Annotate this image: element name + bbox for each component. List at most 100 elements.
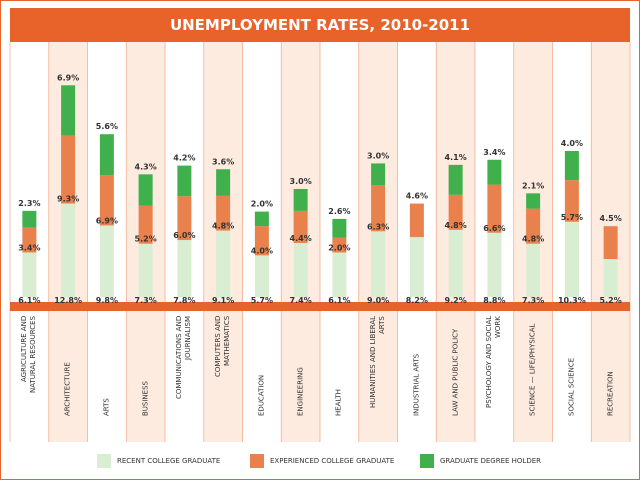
value-label: 4.4% [290, 234, 312, 243]
category-label: Science — Life/Physical [528, 323, 537, 416]
value-label: 9.0% [367, 296, 389, 305]
value-label: 6.1% [18, 296, 40, 305]
bar-segment [293, 188, 308, 211]
bar-segment [526, 243, 541, 297]
legend-label: Experienced College Graduate [270, 457, 395, 465]
bar-segment [177, 196, 192, 241]
value-label: 3.4% [483, 148, 505, 157]
value-label: 3.4% [18, 243, 40, 252]
value-label: 6.9% [96, 216, 118, 225]
value-label: 5.7% [251, 296, 273, 305]
bar-segment [526, 208, 541, 244]
value-label: 3.0% [290, 177, 312, 186]
bar-segment [61, 135, 76, 204]
category-label: Education [257, 374, 266, 416]
bar-segment [254, 211, 269, 227]
bar-segment [138, 174, 153, 206]
legend-swatch [250, 454, 264, 468]
value-label: 4.8% [212, 222, 234, 231]
bar-segment [61, 203, 76, 297]
value-label: 6.6% [483, 224, 505, 233]
legend-swatch [420, 454, 434, 468]
bar-segment [22, 210, 37, 228]
bar-segment [448, 229, 463, 297]
bar-segment [99, 225, 114, 297]
value-label: 7.3% [135, 296, 157, 305]
value-label: 3.0% [367, 151, 389, 160]
category-label: Communications and Journalism [175, 316, 193, 400]
value-label: 6.9% [57, 73, 79, 82]
bar-segment [22, 227, 37, 253]
bar-segment [487, 159, 502, 185]
divider [10, 302, 630, 311]
category-label: Psychology and Social Work [485, 316, 503, 409]
value-label: 6.1% [328, 296, 350, 305]
bar-segment [138, 205, 153, 244]
value-label: 4.1% [445, 153, 467, 162]
bar-segment [409, 237, 424, 297]
value-label: 4.2% [173, 154, 195, 163]
category-label: Social Science [567, 357, 576, 416]
value-label: 4.0% [251, 246, 273, 255]
legend-label: Graduate Degree Holder [440, 457, 541, 465]
value-label: 5.7% [561, 213, 583, 222]
value-label: 12.8% [54, 296, 82, 305]
value-label: 4.0% [561, 139, 583, 148]
bar-segment [371, 185, 386, 232]
category-label: Engineering [296, 367, 305, 416]
value-label: 2.0% [328, 243, 350, 252]
category-label: Humanities and Liberal Arts [369, 316, 387, 409]
category-label: Computers and Mathematics [214, 316, 232, 378]
bar-segment [99, 175, 114, 226]
value-label: 6.3% [367, 222, 389, 231]
category-label: Health [334, 389, 343, 416]
bar-segment [487, 232, 502, 297]
value-label: 3.6% [212, 157, 234, 166]
value-label: 7.3% [522, 296, 544, 305]
value-label: 4.8% [445, 221, 467, 230]
value-label: 9.2% [445, 296, 467, 305]
value-label: 8.8% [483, 296, 505, 305]
bar-segment [177, 165, 192, 197]
value-label: 9.8% [96, 296, 118, 305]
category-label: Business [141, 381, 150, 416]
bar-segment [564, 151, 579, 181]
category-label: Recreation [606, 371, 615, 416]
legend-swatch [97, 454, 111, 468]
category-label: Arts [102, 398, 111, 416]
bar-segment [371, 231, 386, 297]
bar-segment [216, 169, 231, 196]
value-label: 10.3% [558, 296, 586, 305]
value-label: 9.3% [57, 195, 79, 204]
category-label: Industrial Arts [412, 353, 421, 416]
value-label: 7.8% [173, 296, 195, 305]
bar-segment [603, 226, 618, 260]
bar-segment [293, 210, 308, 243]
value-label: 2.6% [328, 207, 350, 216]
bar-segment [603, 259, 618, 297]
bar-segment [448, 194, 463, 230]
bar-segment [61, 85, 76, 136]
bar-segment [526, 193, 541, 209]
bar-segment [177, 240, 192, 297]
category-label: Law and Public Policy [451, 328, 460, 416]
value-label: 9.1% [212, 296, 234, 305]
value-label: 6.0% [173, 231, 195, 240]
value-label: 4.3% [135, 162, 157, 171]
bar-segment [216, 230, 231, 297]
bar-segment [487, 184, 502, 233]
legend-label: Recent College Graduate [117, 457, 221, 465]
bar-segment [371, 163, 386, 186]
value-label: 8.2% [406, 296, 428, 305]
value-label: 5.6% [96, 122, 118, 131]
title-bar [10, 8, 630, 42]
value-label: 4.6% [406, 192, 428, 201]
value-label: 2.3% [18, 199, 40, 208]
bar-segment [332, 218, 347, 238]
value-label: 4.8% [522, 235, 544, 244]
bar-segment [138, 243, 153, 297]
category-label: Architecture [63, 362, 72, 416]
value-label: 5.2% [600, 296, 622, 305]
bar-segment [216, 195, 231, 231]
